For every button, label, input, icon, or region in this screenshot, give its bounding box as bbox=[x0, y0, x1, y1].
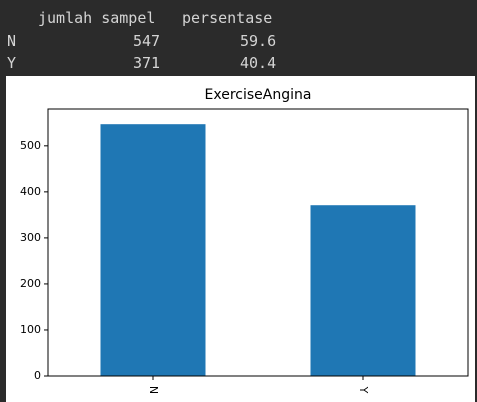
x-tick-label-y: Y bbox=[357, 386, 370, 394]
bar-y bbox=[310, 205, 416, 376]
row-n-persentase: 59.6 bbox=[240, 32, 277, 50]
bar-n bbox=[100, 124, 206, 376]
cell-output-table: jumlah sampel persentase N 547 59.6 Y 37… bbox=[0, 0, 477, 74]
row-n-jumlah-sampel: 547 bbox=[133, 32, 161, 50]
bar-chart: ExerciseAngina N Y 0 100 200 300 400 500 bbox=[6, 76, 475, 402]
row-y-persentase: 40.4 bbox=[240, 54, 277, 72]
y-tick-label-500: 500 bbox=[20, 139, 41, 152]
y-tick-label-100: 100 bbox=[20, 323, 41, 336]
chart-figure: ExerciseAngina N Y 0 100 200 300 400 500 bbox=[0, 74, 477, 402]
row-label-y: Y bbox=[7, 54, 17, 72]
y-tick-label-0: 0 bbox=[34, 369, 41, 382]
x-tick-label-n: N bbox=[147, 386, 160, 394]
row-label-n: N bbox=[7, 32, 17, 50]
y-tick-label-300: 300 bbox=[20, 231, 41, 244]
row-y-jumlah-sampel: 371 bbox=[133, 54, 161, 72]
chart-title: ExerciseAngina bbox=[205, 87, 312, 103]
plot-area-frame bbox=[47, 108, 469, 377]
header-jumlah-sampel: jumlah sampel bbox=[38, 9, 156, 27]
header-persentase: persentase bbox=[182, 9, 273, 27]
y-tick-label-200: 200 bbox=[20, 277, 41, 290]
y-tick-label-400: 400 bbox=[20, 185, 41, 198]
